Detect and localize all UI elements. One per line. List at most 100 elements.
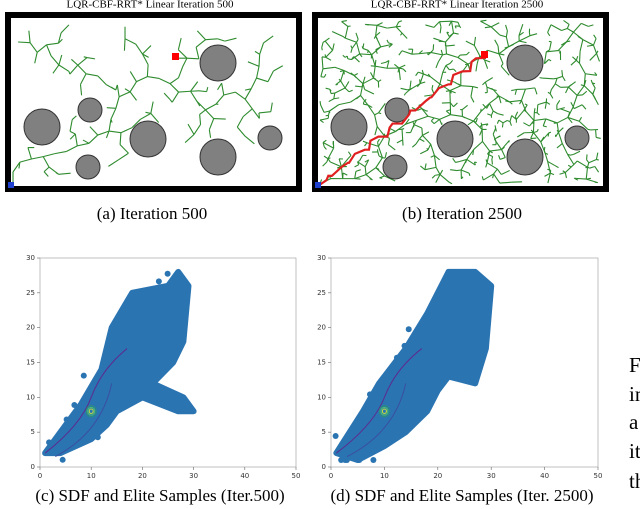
tree-edge <box>320 68 324 77</box>
tree-edge <box>217 82 223 91</box>
tree-edge <box>488 103 494 112</box>
elite-contour <box>378 405 390 418</box>
tree-edge <box>553 77 558 80</box>
tree-edge <box>567 116 580 122</box>
tree-edge <box>398 50 403 56</box>
sample-dot <box>410 361 417 368</box>
sample-dot <box>74 426 81 433</box>
tree-edge <box>592 44 598 54</box>
elite-contour <box>380 406 389 416</box>
tree-edge <box>177 37 182 50</box>
tree-edge <box>354 164 359 168</box>
tree-edge <box>548 58 552 62</box>
tree-edge <box>530 129 534 133</box>
tree-edge <box>433 21 440 28</box>
tree-edge <box>501 169 510 175</box>
tree-edge <box>501 122 504 128</box>
sample-dot <box>423 328 430 335</box>
tree-edge <box>518 31 524 37</box>
caption: (c) SDF and Elite Samples (Iter.500) <box>35 486 284 505</box>
tree-edge <box>69 64 79 75</box>
tree-edge <box>344 26 349 39</box>
tree-edge <box>579 39 584 52</box>
tree-edge <box>550 172 555 176</box>
sdf-contour <box>346 383 407 457</box>
tree-edge <box>473 141 483 150</box>
sample-dot <box>71 402 78 409</box>
goal <box>481 51 488 58</box>
sample-dot <box>63 416 70 423</box>
tree-edge <box>205 103 217 111</box>
x-tick-label: 0 <box>38 472 42 480</box>
tree-edge <box>374 114 378 127</box>
tree-edge <box>589 165 595 169</box>
tree-edge <box>213 118 226 120</box>
sample-dot <box>406 361 413 368</box>
tree-edge <box>452 158 456 163</box>
tree-edge <box>255 66 260 79</box>
tree-edge <box>483 59 489 69</box>
tree-edge <box>108 159 119 167</box>
tree-edge <box>105 130 110 139</box>
sample-dot <box>404 380 411 387</box>
tree-edge <box>378 79 382 83</box>
tree-edge <box>370 72 375 79</box>
tree-edge <box>244 88 252 91</box>
tree-edge <box>341 20 347 23</box>
tree-edge <box>544 59 550 65</box>
tree-edge <box>69 119 73 132</box>
tree-edge <box>323 146 327 150</box>
tree-edge <box>417 108 422 111</box>
tree-edge <box>498 46 509 55</box>
tree-edge <box>195 39 206 48</box>
tree-edge <box>480 19 487 22</box>
tree-edge <box>435 61 439 69</box>
sample-dot <box>100 392 107 399</box>
tree-edge <box>398 20 403 23</box>
tree-edge <box>377 138 380 143</box>
tree-edge <box>324 37 330 42</box>
tree-edge <box>371 54 376 67</box>
tree-edge <box>543 150 546 154</box>
tree-edge <box>46 42 59 46</box>
tree-edge <box>327 147 335 159</box>
sample-dot <box>463 285 470 292</box>
tree-edge <box>450 114 463 117</box>
tree-edge <box>534 87 538 95</box>
tree-edge <box>581 22 589 27</box>
side-text: in <box>629 382 640 406</box>
tree-edge <box>375 167 380 170</box>
tree-edge <box>54 150 67 155</box>
tree-edge <box>562 170 566 173</box>
sample-dot <box>133 305 140 312</box>
x-tick-label: 10 <box>87 472 96 480</box>
sample-dot <box>401 342 408 349</box>
tree-edge <box>505 30 508 37</box>
tree-edge <box>375 25 378 37</box>
solution-path <box>317 56 487 187</box>
tree-edge <box>325 49 333 58</box>
tree-edge <box>413 119 418 125</box>
tree-edge <box>328 98 335 103</box>
tree-edge <box>445 65 450 71</box>
sample-dot <box>393 354 400 361</box>
tree-edge <box>340 80 346 89</box>
tree-edge <box>586 159 590 164</box>
tree-edge <box>142 53 149 58</box>
y-tick-label: 20 <box>317 324 326 332</box>
tree-edge <box>357 161 360 165</box>
tree-edge <box>575 59 580 64</box>
tree-edge <box>351 56 355 60</box>
sample-dot <box>172 302 179 309</box>
tree-edge <box>556 122 560 133</box>
tree-edge <box>460 169 470 174</box>
tree-edge <box>468 172 471 177</box>
tree-edge <box>574 177 587 180</box>
tree-edge <box>357 161 366 168</box>
sample-dot <box>337 451 344 458</box>
tree-edge <box>493 168 498 175</box>
tree-edge <box>566 24 570 29</box>
tree-edge <box>244 88 252 100</box>
tree-edge <box>427 143 432 151</box>
tree-edge <box>256 77 269 83</box>
